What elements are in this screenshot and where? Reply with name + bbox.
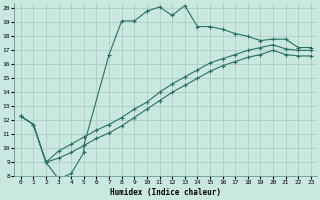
X-axis label: Humidex (Indice chaleur): Humidex (Indice chaleur) <box>110 188 221 197</box>
